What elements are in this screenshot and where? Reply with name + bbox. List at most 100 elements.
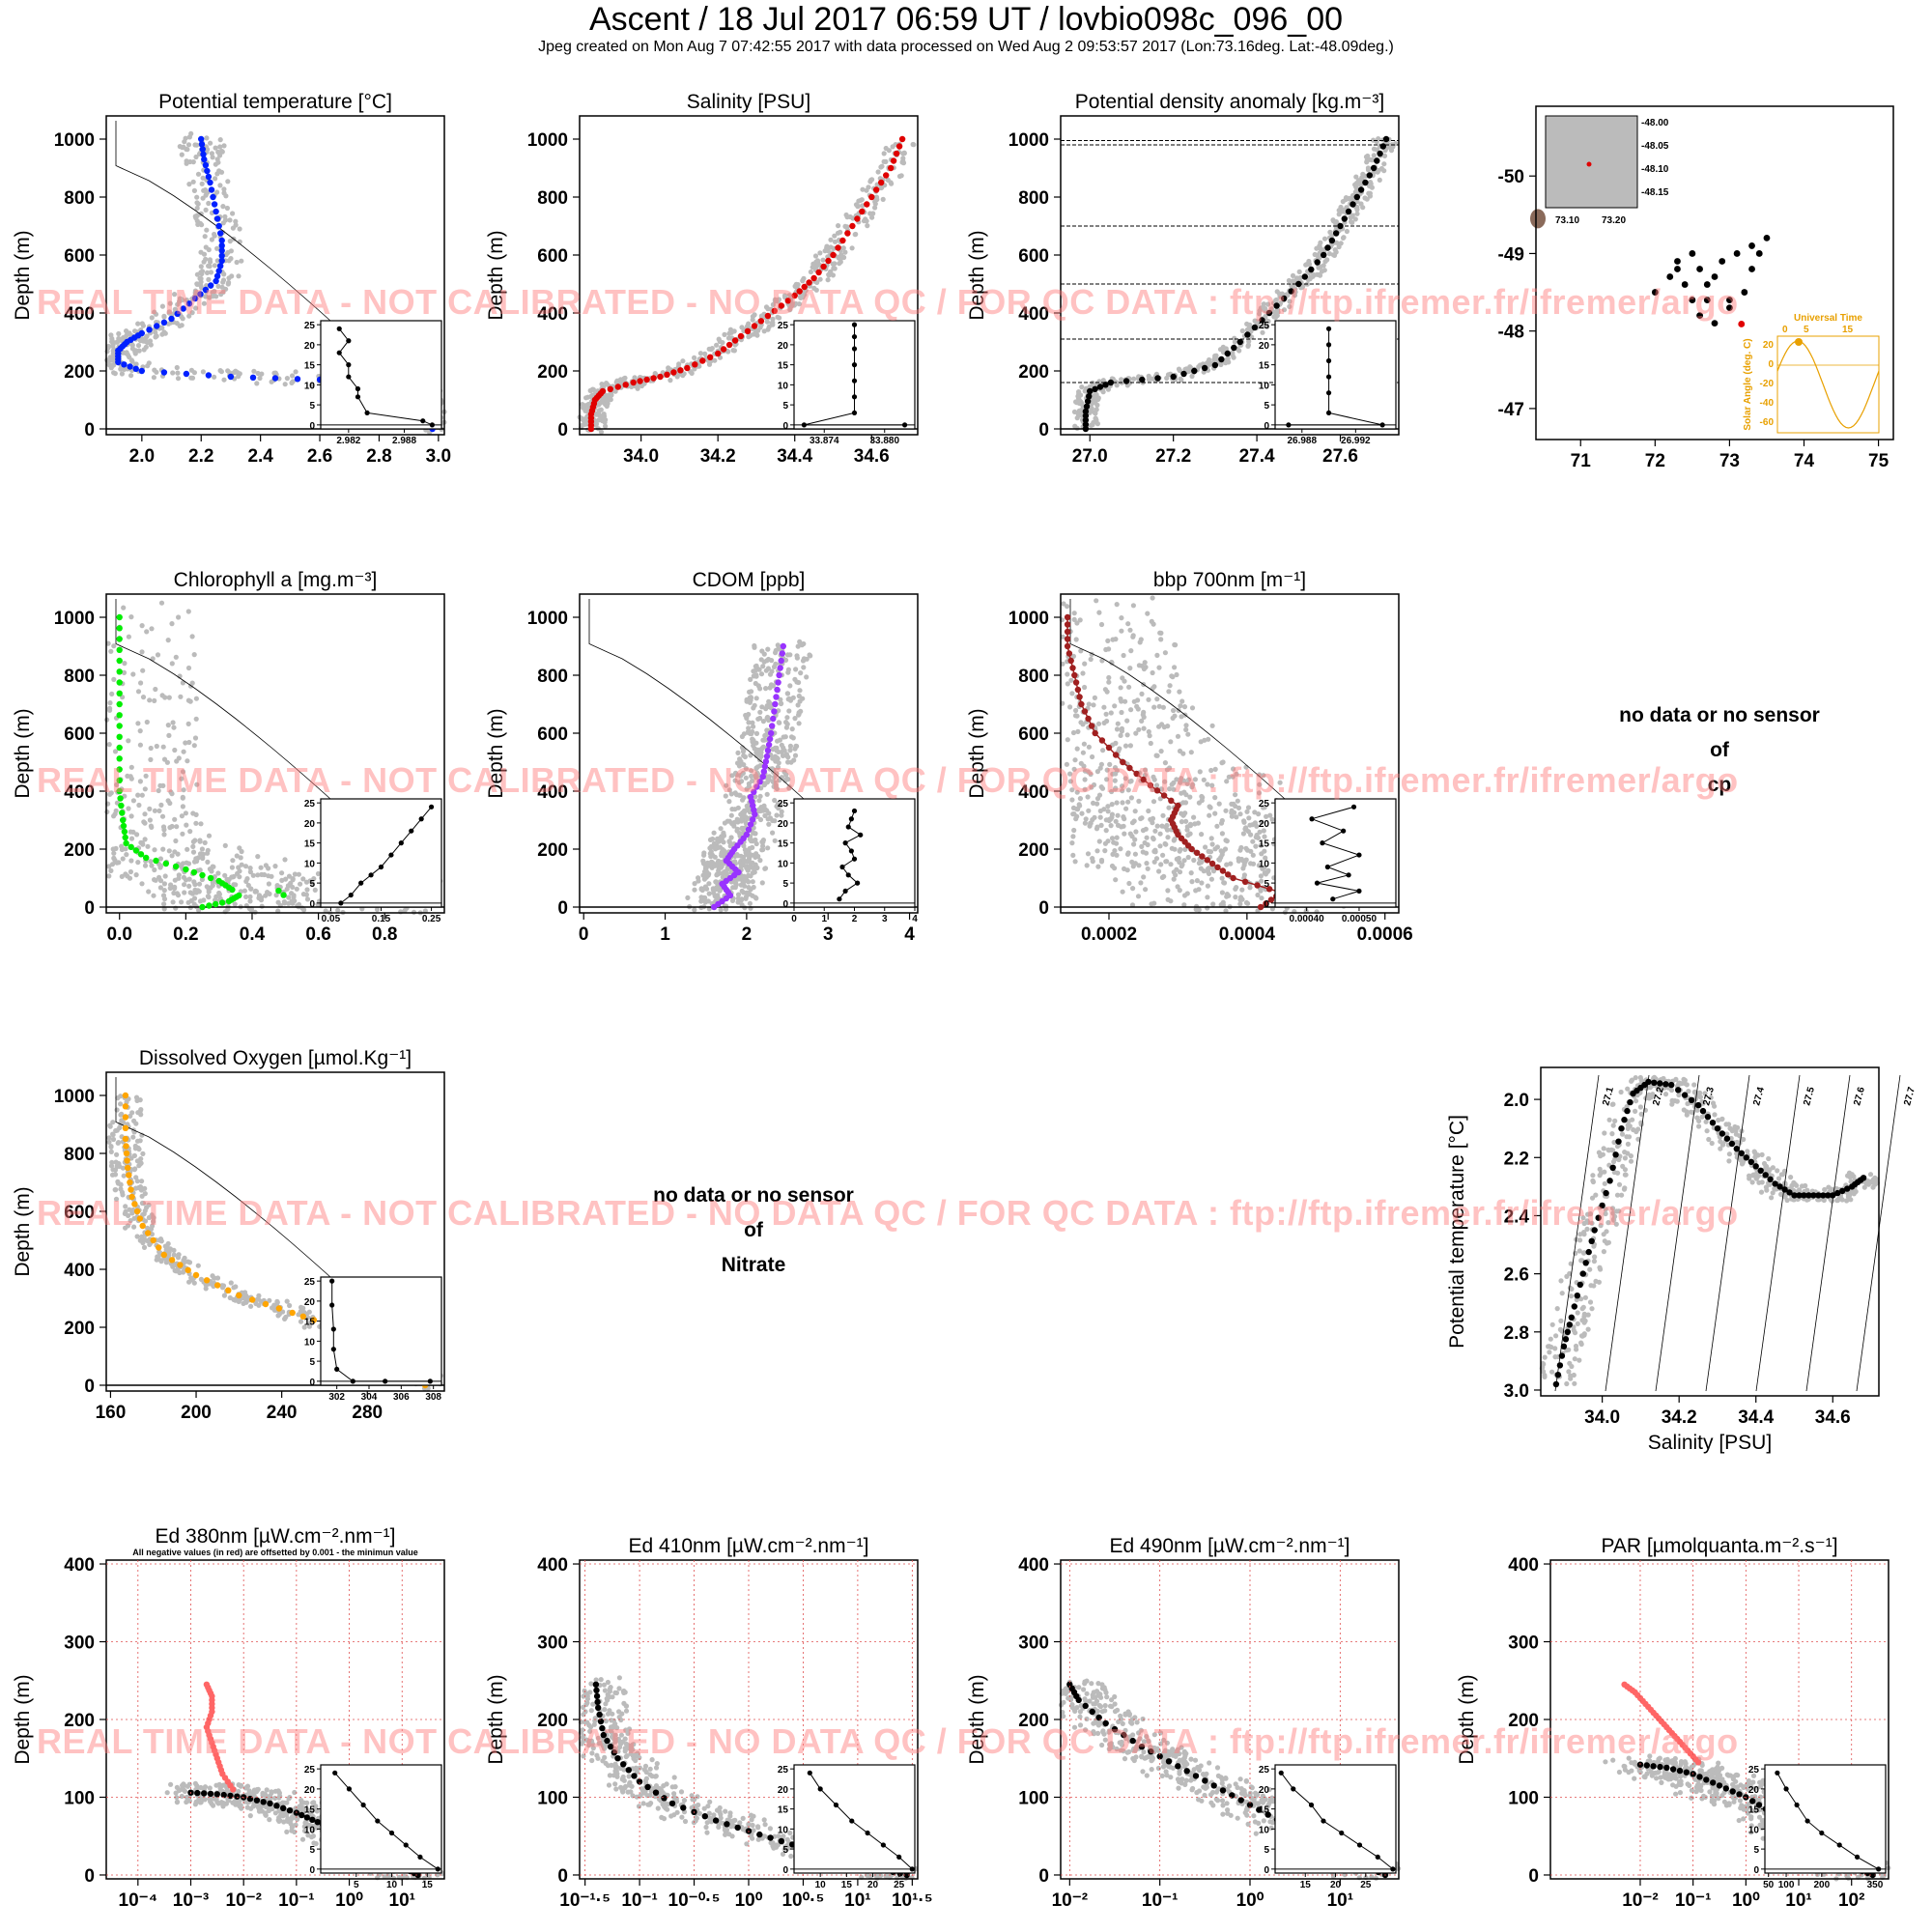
- history-point: [1139, 843, 1145, 849]
- history-point: [179, 776, 185, 781]
- inset-point: [418, 816, 424, 822]
- inset-y-tick-label: 0: [309, 421, 315, 432]
- history-point: [1365, 165, 1371, 171]
- history-point: [238, 855, 243, 861]
- history-point: [778, 700, 784, 707]
- history-point: [692, 907, 697, 913]
- history-point: [1255, 892, 1261, 898]
- history-point: [1114, 852, 1120, 858]
- history-point: [617, 377, 624, 383]
- history-point: [1192, 777, 1198, 782]
- history-point: [172, 816, 178, 822]
- history-point: [738, 897, 744, 903]
- history-point: [128, 868, 133, 875]
- data-point: [197, 291, 204, 298]
- history-point: [126, 634, 131, 639]
- history-point: [1069, 787, 1075, 793]
- inset-point: [851, 362, 858, 368]
- history-point: [760, 719, 766, 724]
- history-point: [105, 358, 111, 364]
- data-point: [122, 1114, 129, 1121]
- history-point: [1139, 718, 1145, 724]
- history-point: [1139, 691, 1145, 696]
- data-point: [153, 857, 159, 865]
- history-point: [1758, 1189, 1765, 1195]
- history-point: [290, 900, 296, 906]
- history-point: [1378, 165, 1384, 172]
- history-point: [1243, 845, 1249, 851]
- inset-x-tick-label: 0.05: [322, 914, 341, 924]
- history-point: [109, 1172, 116, 1178]
- history-point: [1230, 353, 1236, 358]
- history-point: [1179, 714, 1184, 720]
- history-point: [588, 393, 594, 399]
- history-point: [741, 810, 748, 815]
- x-tick-label: 27.0: [1072, 446, 1108, 467]
- history-point: [204, 135, 210, 141]
- history-point: [142, 863, 149, 868]
- history-point: [199, 876, 205, 883]
- x-tick-label: 34.4: [777, 446, 812, 467]
- chart-title: Chlorophyll a [mg.m⁻³]: [174, 569, 378, 591]
- data-point: [1064, 628, 1071, 636]
- history-point: [1165, 835, 1171, 840]
- history-point: [1304, 262, 1310, 268]
- history-point: [796, 301, 803, 307]
- history-point: [1122, 816, 1127, 822]
- history-point: [1132, 837, 1138, 842]
- data-point: [227, 373, 235, 381]
- history-point: [1224, 779, 1230, 784]
- data-point: [116, 679, 123, 686]
- data-point: [1374, 157, 1380, 164]
- history-point: [1616, 1181, 1623, 1187]
- plot-frame: [579, 593, 919, 914]
- inset-point: [368, 872, 374, 878]
- history-point: [1776, 1176, 1782, 1181]
- sun-y-label: -40: [1760, 398, 1775, 409]
- history-point: [755, 716, 761, 722]
- history-point: [156, 874, 162, 880]
- data-point: [774, 686, 781, 694]
- history-point: [1612, 1156, 1618, 1162]
- zoom-y-label: -48.10: [1641, 164, 1669, 175]
- history-point: [250, 872, 256, 878]
- history-point: [1153, 856, 1160, 862]
- data-point: [737, 332, 745, 340]
- history-point: [255, 1296, 261, 1302]
- data-point: [1214, 864, 1221, 870]
- history-point: [708, 860, 714, 867]
- inset-y-tick-label: 0: [782, 421, 788, 432]
- data-point: [868, 193, 875, 201]
- data-point: [211, 201, 218, 208]
- history-point: [869, 214, 875, 220]
- y-tick-label: 400: [64, 1261, 95, 1281]
- history-point: [139, 881, 145, 887]
- page-subtitle: Jpeg created on Mon Aug 7 07:42:55 2017 …: [538, 39, 1394, 55]
- history-point: [1113, 877, 1119, 883]
- history-point: [1577, 1232, 1583, 1237]
- data-point: [215, 877, 222, 885]
- history-point: [613, 380, 619, 385]
- history-point: [259, 903, 265, 909]
- y-tick-label: 1000: [527, 609, 568, 629]
- history-point: [781, 748, 787, 753]
- history-point: [216, 892, 222, 897]
- float-position: [1674, 266, 1681, 272]
- history-point: [1138, 637, 1144, 642]
- history-point: [121, 1120, 127, 1125]
- data-point: [203, 1277, 211, 1284]
- history-point: [1117, 746, 1122, 752]
- history-point: [1078, 412, 1084, 418]
- history-point: [1129, 902, 1136, 908]
- history-point: [1605, 1239, 1611, 1245]
- data-point: [692, 361, 698, 368]
- history-point: [1350, 213, 1355, 218]
- history-point: [1156, 724, 1162, 729]
- data-point: [275, 1305, 283, 1312]
- history-point: [864, 187, 869, 193]
- history-point: [759, 648, 765, 654]
- history-point: [717, 836, 723, 841]
- history-point: [1224, 862, 1230, 867]
- inset-x-tick-label: 26.988: [1287, 436, 1317, 446]
